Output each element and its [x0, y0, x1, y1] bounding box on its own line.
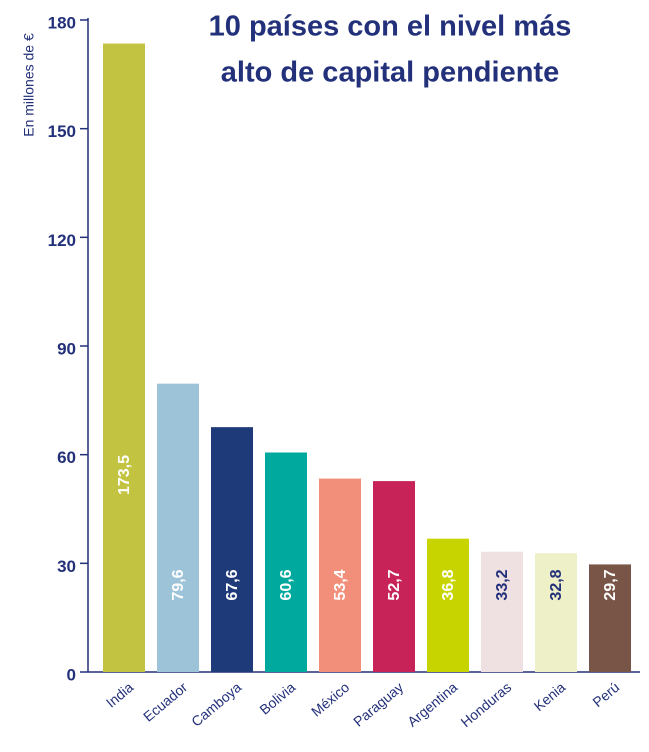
value-label: 79,6 — [170, 569, 187, 600]
bar — [265, 452, 307, 672]
x-tick-label: Ecuador — [140, 679, 190, 725]
value-label: 67,6 — [224, 569, 241, 600]
x-tick-label: Kenia — [531, 679, 569, 714]
y-tick-label: 180 — [48, 13, 76, 32]
value-label: 36,8 — [440, 569, 457, 600]
y-axis-label: En millones de € — [21, 33, 37, 137]
value-label: 52,7 — [386, 569, 403, 600]
x-tick-label: Camboya — [188, 679, 244, 730]
value-label: 33,2 — [494, 569, 511, 600]
bar — [211, 427, 253, 672]
bar — [319, 478, 361, 672]
bar — [481, 551, 523, 672]
x-tick-label: Perú — [589, 679, 622, 710]
y-tick-label: 120 — [48, 231, 76, 250]
bar — [103, 43, 145, 673]
bar — [427, 538, 469, 672]
value-label: 173,5 — [116, 455, 133, 495]
chart-title: alto de capital pendiente — [221, 57, 559, 89]
x-tick-label: India — [103, 679, 137, 711]
y-tick-label: 90 — [57, 339, 76, 358]
value-label: 32,8 — [548, 569, 565, 600]
bar — [589, 564, 631, 672]
y-tick-label: 60 — [57, 448, 76, 467]
y-tick-label: 0 — [67, 665, 76, 684]
chart-title: 10 países con el nivel más — [209, 11, 572, 43]
bar — [373, 481, 415, 672]
x-tick-label: Honduras — [458, 679, 515, 730]
x-tick-label: Argentina — [404, 679, 460, 730]
x-tick-label: Bolivia — [256, 679, 298, 718]
y-tick-label: 150 — [48, 122, 76, 141]
value-label: 60,6 — [278, 569, 295, 600]
y-tick-label: 30 — [57, 557, 76, 576]
value-label: 53,4 — [332, 569, 349, 600]
x-tick-label: Paraguay — [350, 679, 406, 730]
value-label: 29,7 — [602, 569, 619, 600]
x-tick-label: México — [308, 679, 352, 720]
bar — [535, 553, 577, 672]
bar — [157, 383, 199, 672]
